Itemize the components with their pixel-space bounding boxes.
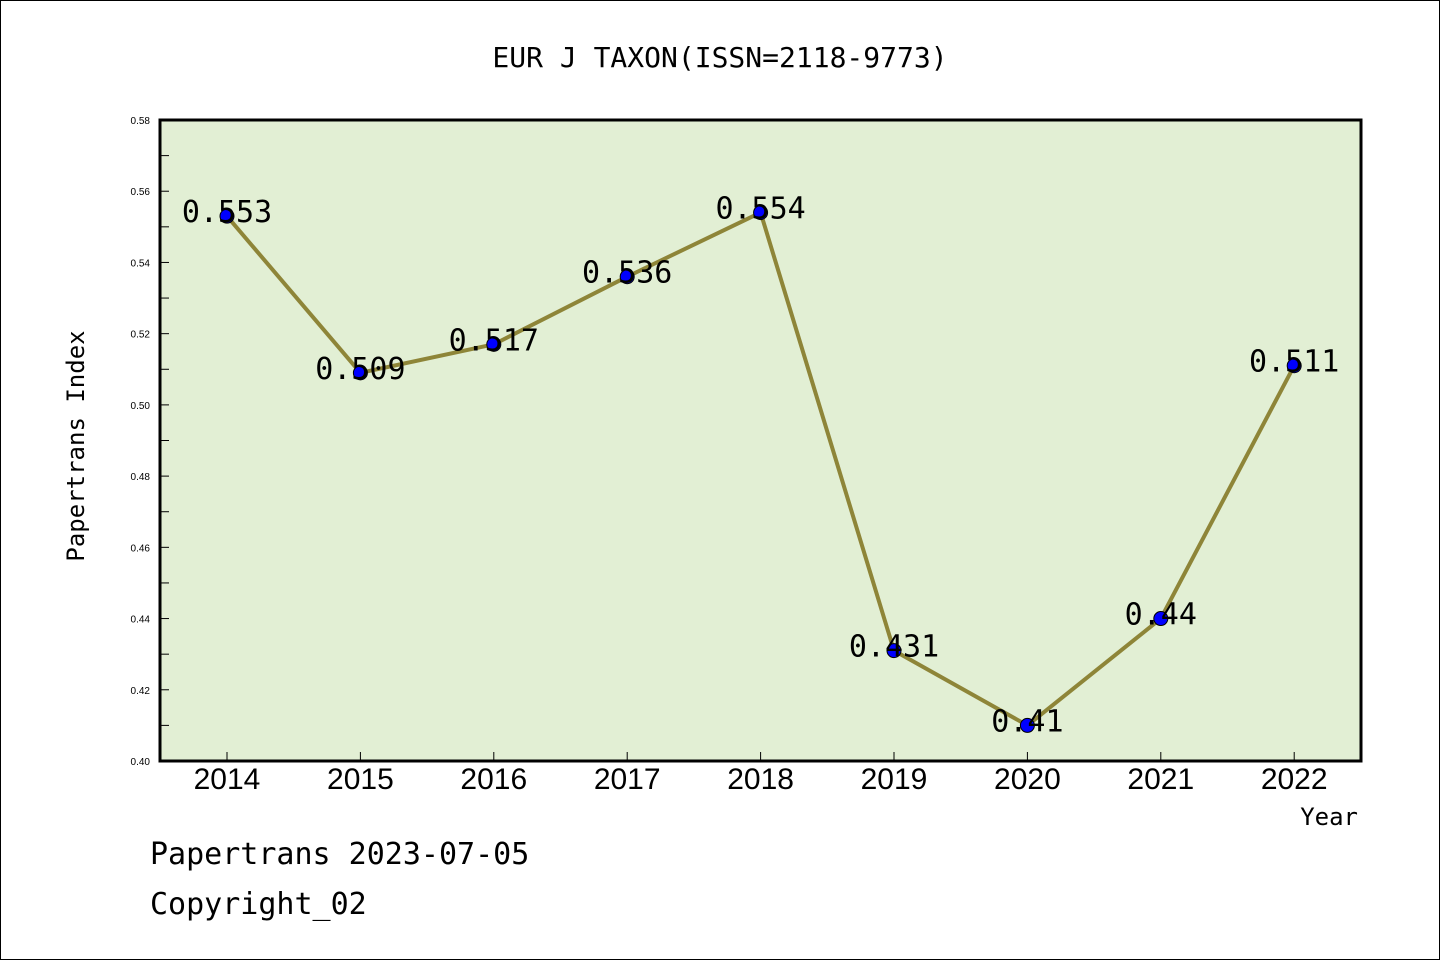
data-label: 0.554: [715, 192, 805, 227]
y-tick-label: 0.58: [131, 116, 151, 127]
y-tick-label: 0.56: [131, 187, 151, 198]
data-label: 0.517: [449, 323, 539, 358]
plot-area: [158, 118, 1363, 763]
data-label: 0.509: [315, 352, 405, 387]
data-point: [1153, 611, 1169, 627]
y-tick-label: 0.44: [131, 615, 151, 626]
footer-copyright: Copyright_02: [150, 887, 367, 922]
y-tick-label: 0.46: [131, 543, 151, 554]
x-tick-label: 2020: [994, 763, 1061, 796]
data-labels: 0.553 0.509 0.517 0.536 0.554 0.431 0.41 0.44 0.…: [182, 192, 1340, 740]
data-point: [1019, 717, 1035, 733]
x-tick-label: 2015: [327, 763, 394, 796]
y-axis: 0.40 0.42 0.44 0.46 0.48 0.50 0.52 0.54 0.56 0.58: [131, 116, 169, 768]
data-label: 0.511: [1249, 345, 1339, 380]
data-point: [886, 643, 902, 659]
data-point: [619, 269, 635, 285]
y-tick-label: 0.54: [131, 258, 151, 269]
data-point: [753, 205, 769, 221]
data-label: 0.44: [1125, 598, 1197, 633]
footer-date: Papertrans 2023-07-05: [150, 837, 529, 872]
x-axis-label: Year: [1300, 803, 1358, 831]
chart-title: EUR J TAXON(ISSN=2118-9773): [492, 41, 947, 74]
data-point: [486, 336, 502, 352]
data-label: 0.41: [991, 704, 1063, 739]
x-tick-label: 2014: [194, 763, 261, 796]
data-label: 0.431: [849, 630, 939, 665]
data-point: [1286, 358, 1302, 374]
y-tick-label: 0.42: [131, 686, 151, 697]
y-tick-label: 0.40: [131, 757, 151, 768]
data-point: [219, 208, 235, 224]
x-tick-label: 2021: [1127, 763, 1194, 796]
x-tick-label: 2019: [861, 763, 928, 796]
x-tick-label: 2016: [460, 763, 527, 796]
data-label: 0.553: [182, 195, 272, 230]
y-tick-label: 0.52: [131, 330, 151, 341]
x-tick-label: 2018: [727, 763, 794, 796]
y-tick-label: 0.50: [131, 401, 151, 412]
data-point: [352, 365, 368, 381]
x-tick-label: 2017: [594, 763, 661, 796]
series-line: [219, 205, 1302, 733]
data-label: 0.536: [582, 256, 672, 291]
y-axis-label: Papertrans Index: [62, 330, 90, 561]
x-tick-label: 2022: [1261, 763, 1328, 796]
x-axis: 2014 2015 2016 2017 2018 2019 2020 2021 2022: [194, 752, 1328, 796]
y-tick-label: 0.48: [131, 472, 151, 483]
